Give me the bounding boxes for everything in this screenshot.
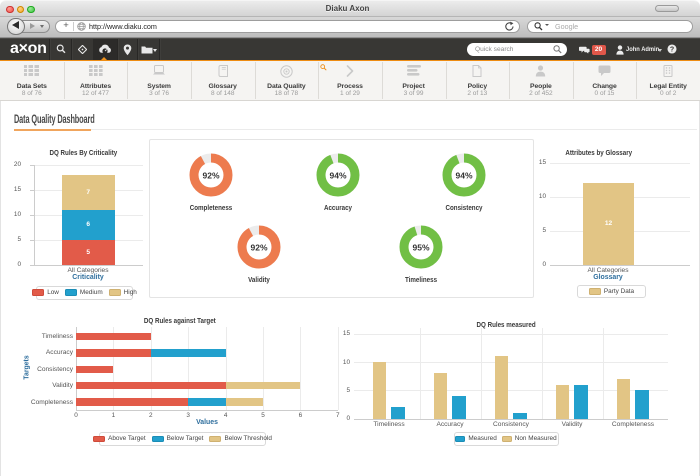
svg-text:94%: 94% [455, 170, 472, 180]
svg-text:95%: 95% [412, 243, 429, 253]
svg-text:92%: 92% [250, 243, 267, 253]
svg-text:94%: 94% [329, 171, 346, 181]
svg-text:?: ? [669, 45, 673, 53]
svg-text:92%: 92% [202, 171, 219, 181]
